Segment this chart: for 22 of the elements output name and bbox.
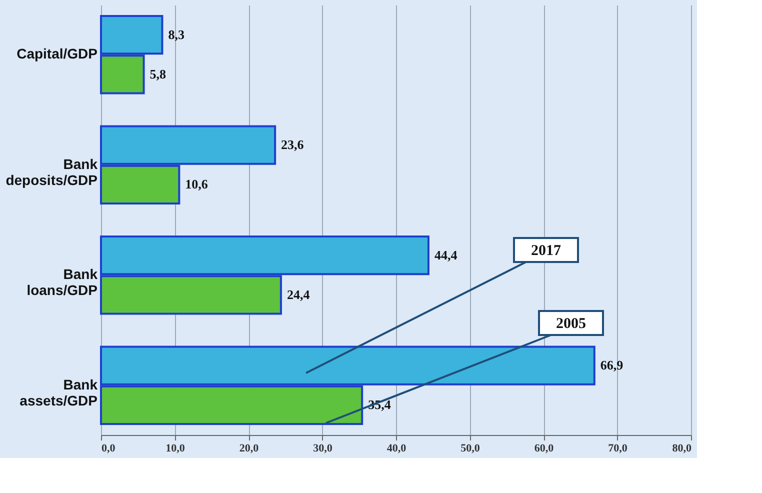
data-label: 5,8 [150, 66, 167, 82]
y-tick-label: Capital/GDP [16, 46, 98, 62]
x-tick-label: 30,0 [313, 442, 333, 454]
x-tick-label: 40,0 [386, 442, 407, 454]
y-tick-label: Bank assets/GDP [20, 376, 98, 408]
data-label: 8,3 [168, 26, 185, 42]
text: 2005 [556, 316, 586, 332]
x-tick-label: 10,0 [166, 442, 186, 454]
x-tick-label: 60,0 [534, 442, 554, 454]
data-label: 23,6 [281, 137, 304, 152]
y-tick-label: Bank deposits/GDP [6, 156, 98, 188]
y-tick-label: Bank loans/GDP [26, 266, 98, 298]
data-label: 44,4 [434, 247, 458, 262]
x-tick-label: 70,0 [608, 442, 628, 454]
x-tick-label: 50,0 [460, 442, 480, 454]
x-tick-label: 20,0 [239, 442, 260, 454]
text: 2017 [531, 243, 562, 259]
data-label: 10,6 [185, 176, 208, 192]
x-tick-label: 80,0 [672, 442, 692, 454]
data-label: 24,4 [286, 286, 310, 302]
x-tick-label: 0,0 [102, 442, 116, 454]
data-label: 66,9 [600, 358, 624, 373]
